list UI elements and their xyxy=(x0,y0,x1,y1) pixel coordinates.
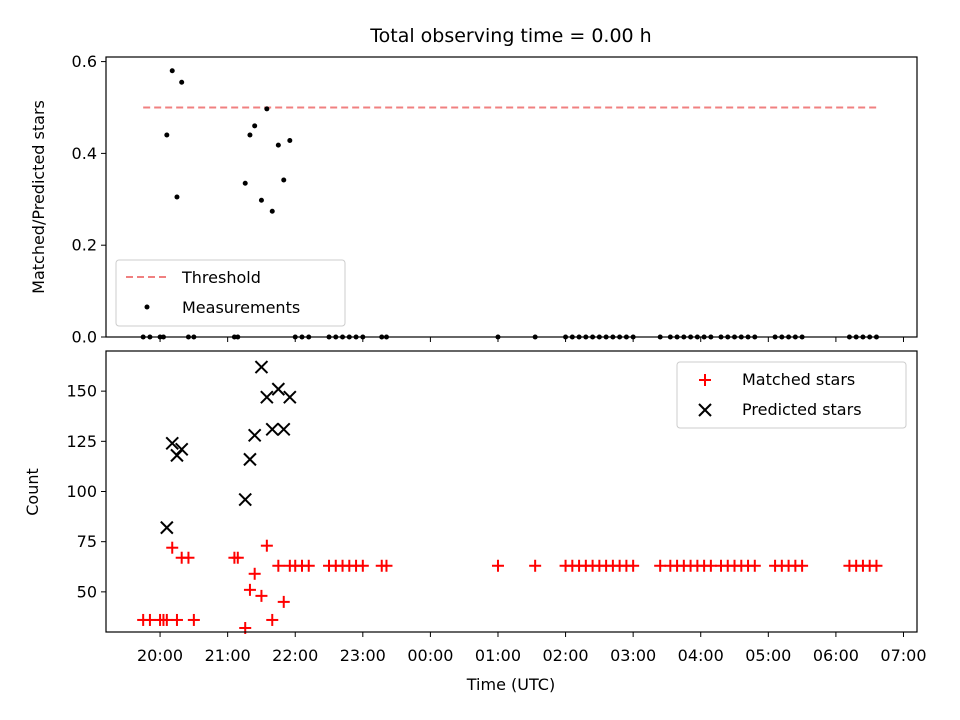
ratio-axes: 0.0 0.2 0.4 0.6 xyxy=(72,52,904,347)
legend-measurements-label: Measurements xyxy=(182,298,300,317)
count-y-tick-label: 100 xyxy=(66,482,97,501)
predicted-star-point xyxy=(283,390,297,404)
count-y-tick-label: 50 xyxy=(77,582,97,601)
ratio-y-tick-label: 0.0 xyxy=(72,328,97,347)
x-tick-label: 05:00 xyxy=(745,646,791,665)
count-marks xyxy=(137,360,883,634)
x-tick-label: 21:00 xyxy=(205,646,251,665)
measurement-point xyxy=(269,208,275,214)
predicted-star-point xyxy=(260,390,274,404)
legend-predicted-label: Predicted stars xyxy=(742,400,862,419)
predicted-star-point xyxy=(238,492,252,507)
predicted-star-point xyxy=(247,428,262,443)
x-tick-label: 20:00 xyxy=(137,646,183,665)
count-y-tick-label: 125 xyxy=(66,432,97,451)
measurement-point xyxy=(247,132,253,138)
ratio-axes-frame xyxy=(105,56,918,338)
measurement-point xyxy=(275,142,281,148)
matched-star-point xyxy=(160,613,173,626)
count-y-tick-label: 75 xyxy=(77,532,97,551)
matched-star-point xyxy=(231,551,244,564)
predicted-star-point xyxy=(165,436,179,451)
measurement-point xyxy=(264,106,270,112)
matched-star-point xyxy=(166,541,179,554)
ratio-y-tick-label: 0.4 xyxy=(72,144,97,163)
matched-star-point xyxy=(704,559,717,572)
ratio-y-tick-label: 0.2 xyxy=(72,236,97,255)
legend-predicted-swatch xyxy=(698,403,712,417)
legend-matched-swatch xyxy=(699,374,711,386)
matched-star-point xyxy=(187,613,200,626)
x-tick-label: 00:00 xyxy=(407,646,453,665)
ratio-y-tick-label: 0.6 xyxy=(72,52,97,71)
measurement-point xyxy=(281,177,287,183)
x-tick-label: 04:00 xyxy=(678,646,724,665)
predicted-star-point xyxy=(277,422,291,436)
measurement-point xyxy=(242,180,248,186)
matched-star-point xyxy=(277,595,290,608)
ratio-legend-box xyxy=(115,259,346,327)
legend-threshold-label: Threshold xyxy=(181,268,261,287)
count-y-tick-label: 150 xyxy=(66,382,97,401)
measurement-point xyxy=(287,138,293,144)
matched-star-point xyxy=(627,559,640,572)
matched-star-point xyxy=(302,559,315,572)
chart-title: Total observing time = 0.00 h xyxy=(369,25,651,47)
matched-star-point xyxy=(529,559,542,572)
x-tick-label: 03:00 xyxy=(610,646,656,665)
matched-star-point xyxy=(255,589,268,602)
predicted-star-point xyxy=(271,382,286,396)
predicted-star-point xyxy=(243,452,257,467)
count-axes: 50 75 100 125 150 20:00 21:00 22:00 23:00 00:00 01… xyxy=(66,382,926,665)
matched-star-point xyxy=(266,613,279,626)
ratio-y-axis-label: Matched/Predicted stars xyxy=(29,100,48,294)
measurement-point xyxy=(258,197,264,203)
matched-star-point xyxy=(356,559,369,572)
ratio-panel: 0.0 0.2 0.4 0.6 Matched/Predicted stars Thr… xyxy=(29,52,918,347)
x-tick-label: 22:00 xyxy=(272,646,318,665)
predicted-star-point xyxy=(174,442,189,457)
matched-star-point xyxy=(143,613,156,626)
ratio-legend: Threshold Measurements xyxy=(115,259,346,327)
matched-star-point xyxy=(248,567,261,580)
matched-star-point xyxy=(748,559,761,572)
matched-star-point xyxy=(182,551,195,564)
predicted-star-point xyxy=(160,520,174,535)
measurement-point xyxy=(164,132,170,138)
count-legend-box xyxy=(676,361,907,429)
measurement-point xyxy=(169,68,175,74)
legend-measurements-swatch xyxy=(144,304,150,310)
measurement-point xyxy=(174,194,180,200)
predicted-star-point xyxy=(265,422,279,436)
x-tick-label: 06:00 xyxy=(813,646,859,665)
x-tick-label: 07:00 xyxy=(880,646,926,665)
legend-matched-label: Matched stars xyxy=(742,370,855,389)
matched-star-point xyxy=(654,559,667,572)
matched-star-point xyxy=(796,559,809,572)
count-y-axis-label: Count xyxy=(23,468,42,516)
matched-star-point xyxy=(260,539,273,552)
predicted-star-point xyxy=(254,360,269,374)
x-tick-label: 01:00 xyxy=(475,646,521,665)
count-legend: Matched stars Predicted stars xyxy=(676,361,907,429)
x-tick-label: 23:00 xyxy=(340,646,386,665)
matched-star-point xyxy=(380,559,393,572)
matched-star-point xyxy=(491,559,504,572)
matched-star-point xyxy=(870,559,883,572)
count-panel: 50 75 100 125 150 20:00 21:00 22:00 23:00 00:00 01… xyxy=(23,350,927,694)
matched-star-point xyxy=(170,613,183,626)
matched-star-point xyxy=(243,583,256,596)
measurement-point xyxy=(179,79,185,85)
measurement-point xyxy=(252,123,258,129)
x-axis-label: Time (UTC) xyxy=(466,675,555,694)
matched-star-point xyxy=(272,559,285,572)
x-tick-label: 02:00 xyxy=(543,646,589,665)
